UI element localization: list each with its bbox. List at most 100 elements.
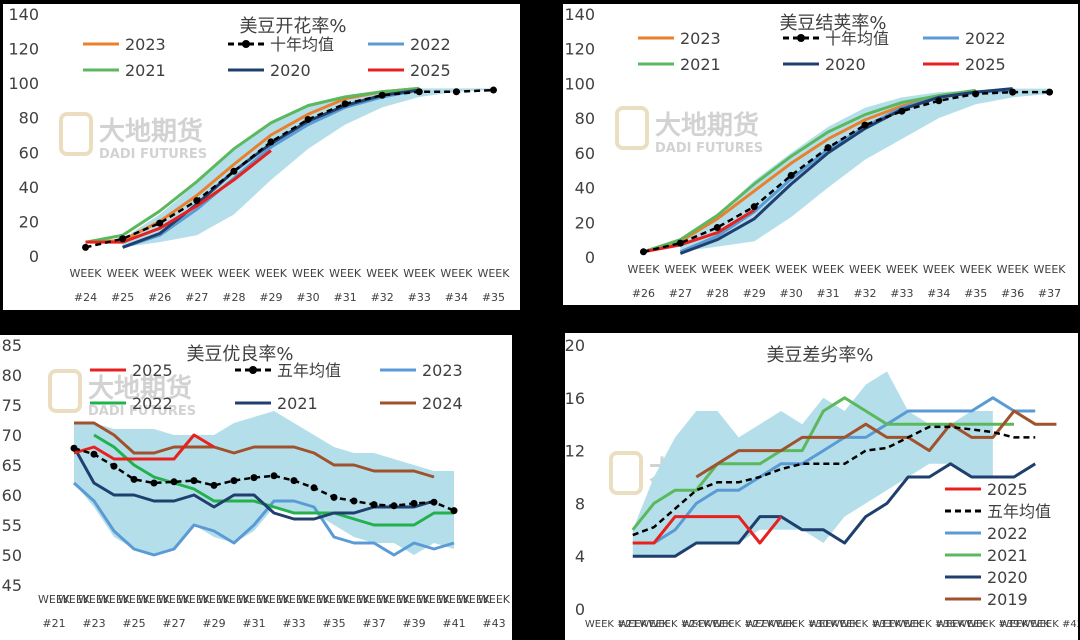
x-tick-label: WEEK [738, 263, 771, 276]
legend-label: 2020 [270, 61, 311, 80]
legend-label: 五年均值 [277, 361, 341, 380]
x-tick-label: #27 [669, 287, 692, 300]
y-tick-label: 100 [564, 74, 595, 93]
legend-label: 2020 [825, 55, 866, 74]
y-tick-label: 50 [2, 546, 22, 565]
x-tick-label: WEEK [255, 267, 288, 280]
x-tick-label: WEEK [701, 263, 734, 276]
series-point [156, 219, 164, 227]
series-2021 [642, 88, 976, 254]
legend-marker [249, 366, 257, 374]
series-point [70, 444, 78, 452]
x-tick-label: WEEK [181, 267, 214, 280]
series-line [73, 433, 215, 461]
series-point [824, 144, 832, 152]
legend-item: 2022 [368, 35, 451, 54]
x-tick-label: WEEK #39 [966, 619, 1019, 630]
watermark-cn: 大地期货 [99, 116, 203, 147]
legend-item: 2020 [228, 61, 311, 80]
legend-item: 2024 [380, 394, 463, 413]
series-point [210, 481, 218, 489]
x-tick-label: WEEK [158, 593, 191, 606]
legend-label: 五年均值 [987, 502, 1051, 521]
series-point [713, 223, 721, 231]
x-tick-label: WEEK [298, 593, 331, 606]
legend-label: 2022 [410, 35, 451, 54]
legend-label: 2020 [987, 568, 1028, 587]
legend-label: 十年均值 [270, 35, 334, 54]
series-line [632, 396, 1036, 545]
x-tick-label: #31 [816, 287, 839, 300]
x-tick-label: WEEK [329, 267, 362, 280]
x-tick-label: #32 [853, 287, 876, 300]
watermark-en: DADI FUTURES [99, 147, 207, 162]
x-tick-label: WEEK [438, 593, 471, 606]
series-2025 [85, 149, 272, 244]
x-tick-label: WEEK [78, 593, 111, 606]
x-tick-label: WEEK [957, 619, 987, 630]
x-tick-label: #28 [706, 287, 729, 300]
y-tick-label: 140 [564, 5, 595, 24]
x-tick-label: WEEK #30 [776, 619, 829, 630]
series-十年均值 [639, 88, 1054, 256]
series-point [304, 115, 312, 123]
x-tick-label: #32 [371, 291, 394, 304]
series-point [415, 88, 423, 96]
series-point [230, 167, 238, 175]
chart-poor: 048121620大地期货DADI FUTURES美豆差劣率%2025五年均值2… [565, 336, 1078, 630]
series-line [679, 87, 1013, 255]
y-tick-label: 80 [2, 366, 22, 385]
y-tick-label: 75 [2, 396, 22, 415]
x-tick-label: #35 [322, 617, 345, 630]
x-tick-label: WEEK [418, 593, 451, 606]
x-tick-label: WEEK [118, 593, 151, 606]
series-2022 [122, 88, 420, 249]
x-tick-label: #27 [162, 617, 185, 630]
series-point [341, 100, 349, 108]
x-tick-label: WEEK [682, 619, 712, 630]
series-point [750, 203, 758, 211]
range-band [632, 371, 993, 557]
chart-panel-poor: 048121620大地期货DADI FUTURES美豆差劣率%2025五年均值2… [565, 333, 1078, 640]
series-point [898, 107, 906, 115]
x-tick-label: #30 [780, 287, 803, 300]
y-tick-label: 40 [19, 178, 39, 197]
legend-label: 2024 [422, 394, 463, 413]
series-2024 [74, 421, 435, 479]
x-tick-label: #36 [1001, 287, 1024, 300]
y-tick-label: 60 [575, 144, 595, 163]
y-tick-label: 20 [19, 212, 39, 231]
series-line [85, 88, 494, 249]
series-2025 [632, 515, 783, 545]
x-tick-label: WEEK [338, 593, 371, 606]
legend-item: 2023 [83, 35, 166, 54]
x-tick-label: WEEK #24 [648, 619, 701, 630]
x-tick-label: WEEK [766, 619, 796, 630]
series-point [170, 478, 178, 486]
y-tick-label: 16 [565, 389, 585, 408]
legend-item: 2023 [638, 29, 721, 48]
series-point [82, 243, 90, 251]
x-tick-label: WEEK [886, 263, 919, 276]
series-line [643, 90, 1050, 254]
legend-label: 2022 [987, 524, 1028, 543]
x-tick-label: WEEK [478, 593, 511, 606]
series-line [643, 208, 755, 254]
series-point [450, 507, 458, 515]
x-tick-label: #29 [259, 291, 282, 304]
y-tick-label: 12 [565, 442, 585, 461]
y-tick-label: 60 [2, 486, 22, 505]
legend-item: 2021 [638, 55, 721, 74]
watermark-logo-shape [59, 112, 93, 156]
series-point [193, 197, 201, 205]
series-line [74, 421, 435, 479]
legend-item: 2022 [90, 394, 173, 413]
x-tick-label: WEEK [70, 267, 103, 280]
series-point [230, 477, 238, 485]
x-tick-label: #21 [42, 617, 65, 630]
watermark-logo-shape [48, 369, 82, 413]
x-tick-label: #34 [445, 291, 468, 304]
x-tick-label: #37 [1038, 287, 1061, 300]
series-2020 [632, 462, 1037, 558]
